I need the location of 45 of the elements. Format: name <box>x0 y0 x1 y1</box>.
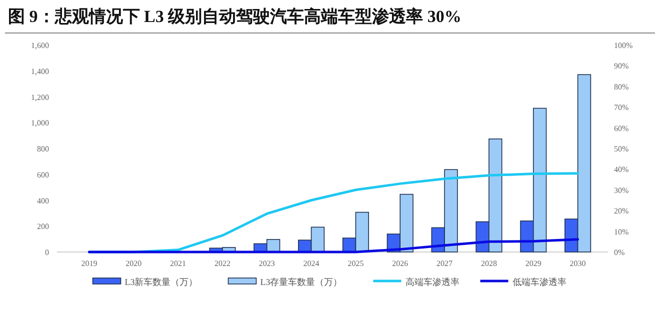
y2-tick-label: 40% <box>614 165 629 174</box>
bar <box>532 108 547 252</box>
y-tick-label: 1,600 <box>31 41 49 50</box>
y-tick-label: 400 <box>37 196 49 206</box>
bar <box>400 194 414 252</box>
x-tick-label: 2021 <box>170 259 186 268</box>
y2-tick-label: 50% <box>614 144 629 154</box>
x-tick-label: 2025 <box>348 259 364 268</box>
bar <box>444 169 458 252</box>
y-tick-label: 600 <box>37 170 49 180</box>
y2-tick-label: 100% <box>614 41 633 50</box>
y2-tick-label: 60% <box>614 124 629 133</box>
bar <box>577 74 592 252</box>
y-tick-label: 0 <box>45 248 49 257</box>
legend-label: 低端车渗透率 <box>512 277 566 287</box>
legend-label: L3存量车数量（万） <box>260 277 342 287</box>
y-tick-label: 800 <box>37 144 49 154</box>
y2-tick-label: 10% <box>614 227 629 236</box>
legend-label: 高端车渗透率 <box>405 277 460 287</box>
bar <box>488 138 502 252</box>
y2-tick-label: 90% <box>614 62 629 71</box>
y2-tick-label: 20% <box>614 206 629 216</box>
chart-title: 图 9：悲观情况下 L3 级别自动驾驶汽车高端车型渗透率 30% <box>8 7 462 26</box>
x-tick-label: 2022 <box>214 259 230 268</box>
x-tick-label: 2024 <box>303 259 320 268</box>
x-tick-label: 2026 <box>392 259 408 268</box>
x-tick-label: 2028 <box>480 259 497 268</box>
y-tick-label: 1,000 <box>31 118 49 128</box>
y2-tick-label: 80% <box>614 82 629 92</box>
y2-tick-label: 0% <box>614 248 625 257</box>
y2-tick-label: 70% <box>614 103 629 112</box>
x-tick-label: 2027 <box>436 259 453 268</box>
x-tick-label: 2030 <box>570 259 586 268</box>
x-tick-label: 2020 <box>126 259 142 268</box>
bar <box>310 226 325 252</box>
line-series <box>88 238 580 254</box>
y2-tick-label: 30% <box>614 186 629 195</box>
x-tick-label: 2019 <box>81 259 98 268</box>
x-tick-label: 2029 <box>525 259 542 268</box>
y-tick-label: 1,200 <box>31 92 49 102</box>
x-tick-label: 2023 <box>258 259 275 268</box>
legend-label: L3新车数量（万） <box>124 277 198 287</box>
y-tick-label: 1,400 <box>31 66 49 76</box>
y-tick-label: 200 <box>37 222 49 232</box>
bar <box>355 212 369 252</box>
